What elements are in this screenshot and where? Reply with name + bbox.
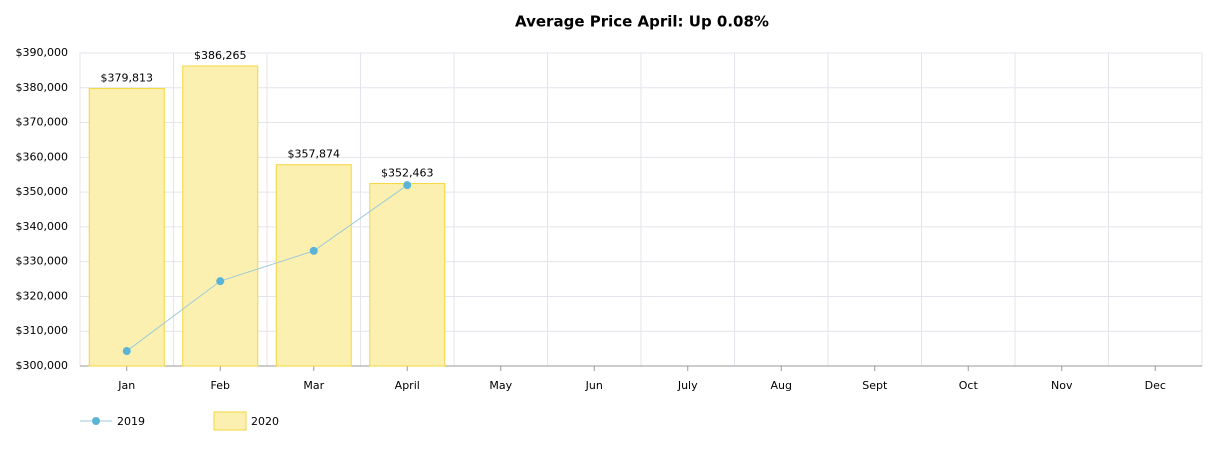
point: [122, 347, 131, 356]
point: [309, 246, 318, 255]
x-tick-label: Sept: [862, 379, 888, 392]
legend-label: 2019: [117, 415, 145, 428]
x-tick-label: Feb: [211, 379, 230, 392]
x-tick-label: Jan: [117, 379, 135, 392]
y-tick-label: $320,000: [16, 289, 69, 302]
x-tick-label: April: [395, 379, 420, 392]
y-tick-label: $350,000: [16, 185, 69, 198]
y-tick-label: $340,000: [16, 220, 69, 233]
bar: [275, 164, 352, 367]
line: [126, 184, 408, 352]
x-tick-label: July: [677, 379, 698, 392]
y-tick-label: $330,000: [16, 255, 69, 268]
y-tick-label: $390,000: [16, 46, 69, 59]
y-tick-label: $370,000: [16, 116, 69, 129]
x-tick-label: May: [489, 379, 512, 392]
y-tick-label: $300,000: [16, 359, 69, 372]
x-tick-label: Jun: [585, 379, 603, 392]
y-tick-label: $310,000: [16, 324, 69, 337]
data-label: $386,265: [194, 49, 247, 62]
x-tick-label: Mar: [303, 379, 324, 392]
point: [403, 181, 412, 190]
x-tick-label: Oct: [959, 379, 979, 392]
legend-swatch: [213, 411, 247, 431]
point: [216, 277, 225, 286]
bar: [88, 87, 165, 367]
data-label: $352,463: [381, 167, 434, 180]
data-label: $379,813: [101, 71, 154, 84]
data-label: $357,874: [288, 148, 341, 161]
chart-title: Average Price April: Up 0.08%: [515, 13, 769, 31]
y-tick-label: $380,000: [16, 81, 69, 94]
legend-marker: [92, 417, 100, 425]
bar: [369, 183, 446, 367]
bar: [182, 65, 259, 367]
x-tick-label: Dec: [1145, 379, 1166, 392]
y-tick-label: $360,000: [16, 150, 69, 163]
legend-label: 2020: [251, 415, 279, 428]
x-tick-label: Nov: [1051, 379, 1073, 392]
x-tick-label: Aug: [771, 379, 792, 392]
